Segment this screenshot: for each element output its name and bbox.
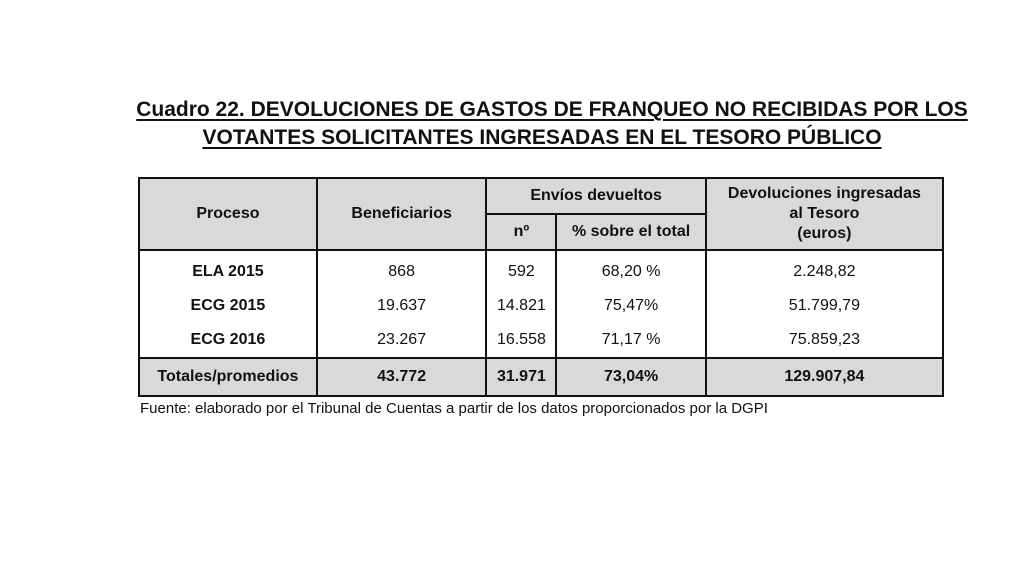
cell-proceso: ECG 2015	[138, 289, 318, 323]
document-title: Cuadro 22. DEVOLUCIONES DE GASTOS DE FRA…	[60, 96, 1024, 152]
totals-devoluciones: 129.907,84	[704, 357, 945, 397]
table-row: ECG 2015 19.637 14.821 75,47% 51.799,79	[138, 289, 945, 323]
header-numero: nº	[485, 213, 558, 251]
source-note: Fuente: elaborado por el Tribunal de Cue…	[140, 400, 768, 417]
cell-devoluciones: 2.248,82	[704, 250, 945, 289]
cell-numero: 14.821	[485, 289, 558, 323]
totals-beneficiarios: 43.772	[315, 357, 488, 397]
totals-porcentaje: 73,04%	[555, 357, 707, 397]
title-line-2: VOTANTES SOLICITANTES INGRESADAS EN EL T…	[202, 126, 882, 149]
cell-proceso: ECG 2016	[138, 323, 318, 358]
cell-beneficiarios: 868	[315, 250, 488, 289]
cell-proceso: ELA 2015	[138, 250, 318, 289]
table-row: ELA 2015 868 592 68,20 % 2.248,82	[138, 250, 945, 289]
table-row: ECG 2016 23.267 16.558 71,17 % 75.859,23	[138, 323, 945, 358]
totals-numero: 31.971	[485, 357, 558, 397]
header-devoluciones-line-3: (euros)	[797, 225, 852, 242]
totals-row: Totales/promedios 43.772 31.971 73,04% 1…	[138, 357, 945, 397]
cell-porcentaje: 68,20 %	[555, 250, 707, 289]
header-porcentaje: % sobre el total	[555, 213, 707, 251]
cell-beneficiarios: 23.267	[315, 323, 488, 358]
header-devoluciones: Devoluciones ingresadas al Tesoro (euros…	[704, 177, 945, 251]
cell-beneficiarios: 19.637	[315, 289, 488, 323]
cell-devoluciones: 75.859,23	[704, 323, 945, 358]
header-envios-devueltos: Envíos devueltos	[485, 177, 707, 215]
header-beneficiarios: Beneficiarios	[315, 177, 488, 251]
cell-porcentaje: 71,17 %	[555, 323, 707, 358]
header-devoluciones-line-2: al Tesoro	[789, 205, 860, 222]
header-proceso: Proceso	[138, 177, 318, 251]
cell-devoluciones: 51.799,79	[704, 289, 945, 323]
cell-porcentaje: 75,47%	[555, 289, 707, 323]
cell-numero: 592	[485, 250, 558, 289]
cell-numero: 16.558	[485, 323, 558, 358]
header-devoluciones-line-1: Devoluciones ingresadas	[727, 185, 921, 202]
title-line-1: Cuadro 22. DEVOLUCIONES DE GASTOS DE FRA…	[136, 98, 968, 121]
totals-label: Totales/promedios	[138, 357, 318, 397]
returns-table: Proceso Beneficiarios Envíos devueltos D…	[138, 177, 945, 397]
